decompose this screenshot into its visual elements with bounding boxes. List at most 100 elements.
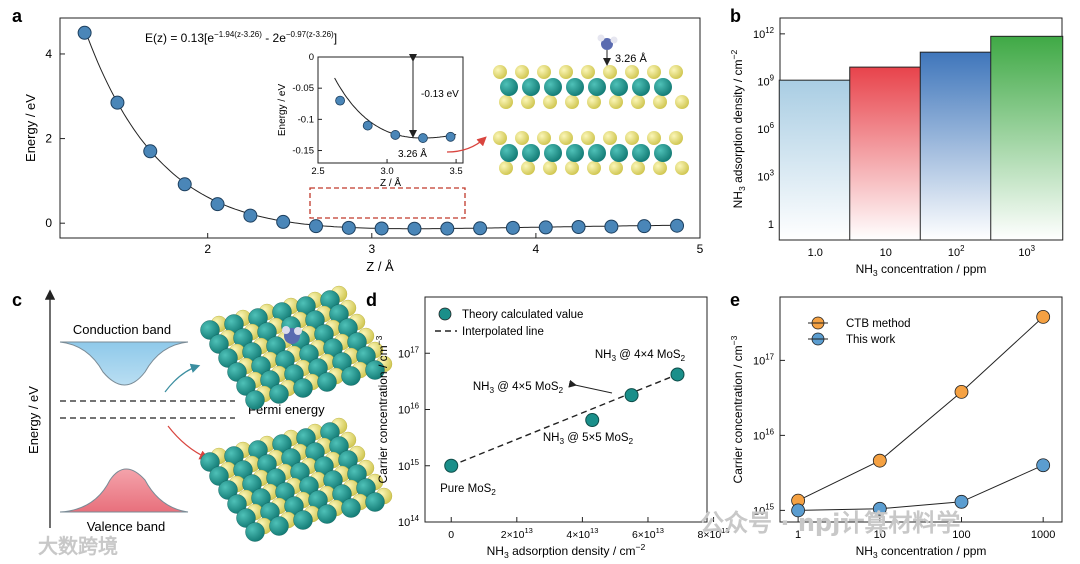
structure-s-atom <box>587 95 601 109</box>
panel-b-ytick-label-4-main: 10 <box>753 29 765 41</box>
panel-d-ytick-label-3-sup: 17 <box>410 345 419 354</box>
panel-b-ytick-label-0: 1 <box>768 219 774 231</box>
panel-d-point-label-3-part-0: NH <box>595 349 612 361</box>
structure-mo-atom <box>654 144 672 162</box>
panel-a-point-0 <box>77 25 92 40</box>
structure-s-atom <box>537 65 551 79</box>
panel-e-ytick-label-2-sup: 17 <box>765 352 774 361</box>
structure-s-atom <box>515 131 529 145</box>
structure-n-atom <box>601 38 613 50</box>
watermark-left: 大数跨境 <box>38 534 118 558</box>
panel-a-point-4 <box>210 197 225 212</box>
structure-mo-atom <box>500 78 518 96</box>
panel-a-xtick-label-1-main: 3 <box>368 242 375 256</box>
panel-a-ytick-label-0: 0 <box>45 216 52 230</box>
panel-d-point-label-1-part-1: 3 <box>559 437 564 446</box>
panel-d-point-label-3: NH3 @ 4×4 MoS2 <box>595 349 686 363</box>
structure-s-atom <box>653 95 667 109</box>
panel-e-xlabel-part-1: 3 <box>873 550 878 560</box>
structure-s-atom <box>493 131 507 145</box>
panel-c-arrow-down <box>167 425 210 460</box>
lattice-bottom-mo-atom <box>209 466 229 486</box>
panel-d-ytick-label-3-main: 10 <box>398 348 410 360</box>
lattice-bottom-mo-atom <box>200 452 220 472</box>
panel-c-lattice-pure <box>200 417 393 542</box>
watermark-right: 公众号 · npj计算材料学 <box>700 509 961 537</box>
panel-a-ylabel-main: Energy / eV <box>23 94 38 162</box>
panel-e-ylabel-part-0: Carrier concentration / cm <box>731 345 745 483</box>
panel-b-xlabel-part-1: 3 <box>873 268 878 278</box>
panel-a-xtick-label-0-main: 2 <box>204 242 211 256</box>
panel-b-xtick-label-1: 10 <box>880 247 892 259</box>
panel-e-ytick-label-0: 1015 <box>753 502 775 517</box>
panel-d-ylabel-part-1: −3 <box>374 335 384 345</box>
valence-band-label: Valence band <box>87 519 166 534</box>
structure-s-atom <box>603 131 617 145</box>
lattice-top-mo-atom <box>269 384 289 404</box>
panel-a-inset-ytick-label-2-main: -0.1 <box>298 114 314 125</box>
panel-d-point-label-3-part-3: 2 <box>681 354 686 363</box>
panel-a-frame <box>59 17 701 239</box>
panel-b-ytick-label-3: 109 <box>757 73 774 88</box>
panel-b-ylabel-part-0: NH <box>731 191 745 208</box>
panel-d-point-label-0: Pure MoS2 <box>440 483 496 497</box>
panel-e-xlabel-part-0: NH <box>856 544 873 558</box>
panel-a-inset-ylabel-main: Energy / eV <box>277 84 288 137</box>
structure-mo-atom <box>654 78 672 96</box>
panel-d-interpolated-line <box>450 373 678 467</box>
panel-a: a 2 3 4 5 0 2 4 Z / Å Energy / eV E(z) = 0.13[e−… <box>12 6 704 274</box>
panel-a-point-17 <box>637 219 652 234</box>
panel-a-inset-ytick-label-1-main: -0.05 <box>292 83 314 94</box>
panel-d-legend-marker <box>438 307 452 321</box>
structure-h-atom <box>597 34 605 42</box>
panel-b-ytick-label-0-main: 1 <box>768 219 774 231</box>
panel-a-inset-ytick-label-1: -0.05 <box>292 83 314 94</box>
panel-b-xtick-label-3-sup: 3 <box>1031 244 1036 253</box>
panel-b-xtick-label-0: 1.0 <box>808 247 823 259</box>
panel-d-ytick-label-0: 1014 <box>398 514 420 529</box>
panel-b-xtick-label-0-main: 1.0 <box>808 247 823 259</box>
panel-a-inset-ytick-label-3: -0.15 <box>292 146 314 157</box>
lattice-top-mo-atom <box>293 378 313 398</box>
panel-d-ytick-label-3: 1017 <box>398 345 419 360</box>
structure-mo-atom <box>588 78 606 96</box>
panel-b-label: b <box>730 6 741 26</box>
panel-a-structure-distance: 3.26 Å <box>615 52 647 65</box>
lattice-top-mo-atom <box>227 362 247 382</box>
panel-e-series-line-0 <box>797 316 1044 502</box>
panel-a-inset-depth-label: -0.13 eV <box>421 89 459 100</box>
panel-b-ylabel-part-1: 3 <box>737 186 747 191</box>
panel-b-ytick-label-3-sup: 9 <box>770 73 775 82</box>
panel-b-bar-1 <box>849 66 923 241</box>
panel-d-xtick-label-0-main: 0 <box>448 529 454 541</box>
panel-d-point-label-2-part-1: 3 <box>489 386 494 395</box>
panel-d-xtick-label-2-sup: 13 <box>590 526 598 535</box>
panel-d-xlabel-part-1: 3 <box>504 550 509 560</box>
panel-e-series-1-point-3 <box>1036 458 1051 473</box>
panel-e-series-0-point-1 <box>872 453 887 468</box>
panel-a-point-15 <box>571 220 586 234</box>
structure-mo-atom <box>632 144 650 162</box>
structure-s-atom <box>515 65 529 79</box>
panel-b-xlabel-part-0: NH <box>856 262 873 276</box>
structure-s-atom <box>543 95 557 109</box>
panel-e-xtick-label-0: 1 <box>795 529 801 541</box>
panel-a-inset-xlabel: Z / Å <box>380 176 401 189</box>
structure-s-atom <box>543 161 557 175</box>
panel-a-inset-axes: 2.5 3.0 3.5 0 -0.05 -0.1 -0.15 Z / Å Energy / eV <box>277 52 463 189</box>
panel-e-label: e <box>730 290 740 310</box>
panel-b-bar-0 <box>778 79 852 241</box>
panel-e-ytick-label-1-sup: 16 <box>765 427 774 436</box>
lattice-bottom-mo-atom <box>365 492 385 512</box>
panel-d-point-label-3-part-1: 3 <box>611 354 616 363</box>
structure-mo-atom <box>632 78 650 96</box>
panel-b-xtick-label-1-main: 10 <box>880 247 892 259</box>
panel-a-label: a <box>12 6 23 26</box>
structure-s-atom <box>669 131 683 145</box>
lattice-top-mo-atom <box>236 376 256 396</box>
structure-s-atom <box>647 131 661 145</box>
panel-b-xtick-label-3: 103 <box>1018 244 1035 259</box>
panel-e-ylabel: Carrier concentration / cm−3 <box>729 335 745 483</box>
panel-a-points <box>77 25 685 236</box>
